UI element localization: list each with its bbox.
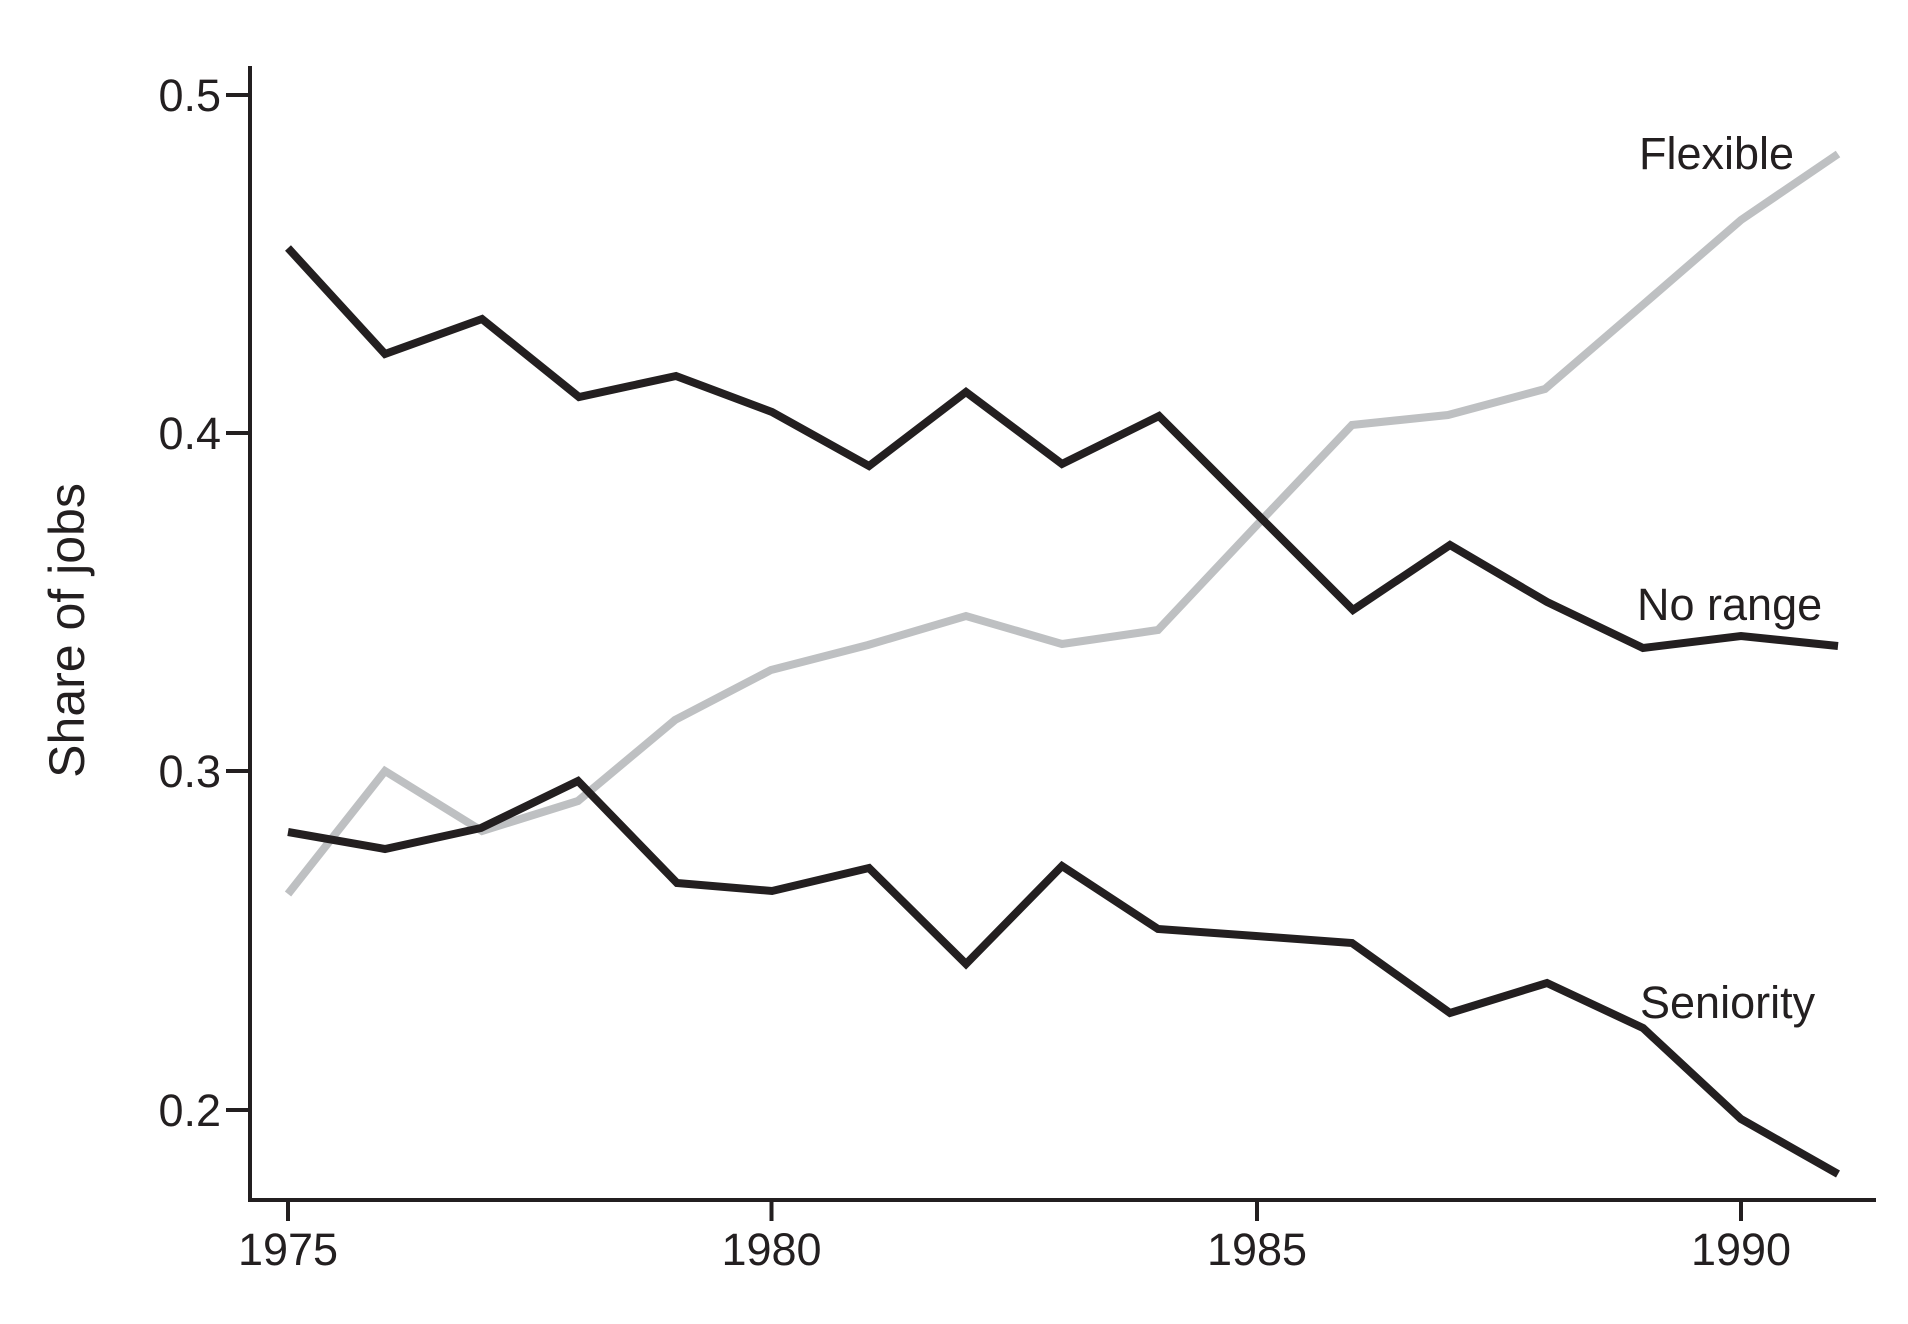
svg-text:1975: 1975 bbox=[238, 1224, 338, 1275]
svg-text:Flexible: Flexible bbox=[1639, 128, 1794, 179]
svg-text:Share of jobs: Share of jobs bbox=[39, 483, 95, 778]
svg-text:0.5: 0.5 bbox=[158, 70, 221, 121]
svg-text:0.2: 0.2 bbox=[158, 1085, 221, 1136]
svg-text:1980: 1980 bbox=[721, 1224, 821, 1275]
svg-text:0.4: 0.4 bbox=[158, 408, 221, 459]
svg-text:1990: 1990 bbox=[1691, 1224, 1791, 1275]
svg-text:1985: 1985 bbox=[1207, 1224, 1307, 1275]
svg-text:Seniority: Seniority bbox=[1640, 977, 1816, 1028]
svg-text:0.3: 0.3 bbox=[158, 746, 221, 797]
svg-text:No range: No range bbox=[1637, 579, 1822, 630]
